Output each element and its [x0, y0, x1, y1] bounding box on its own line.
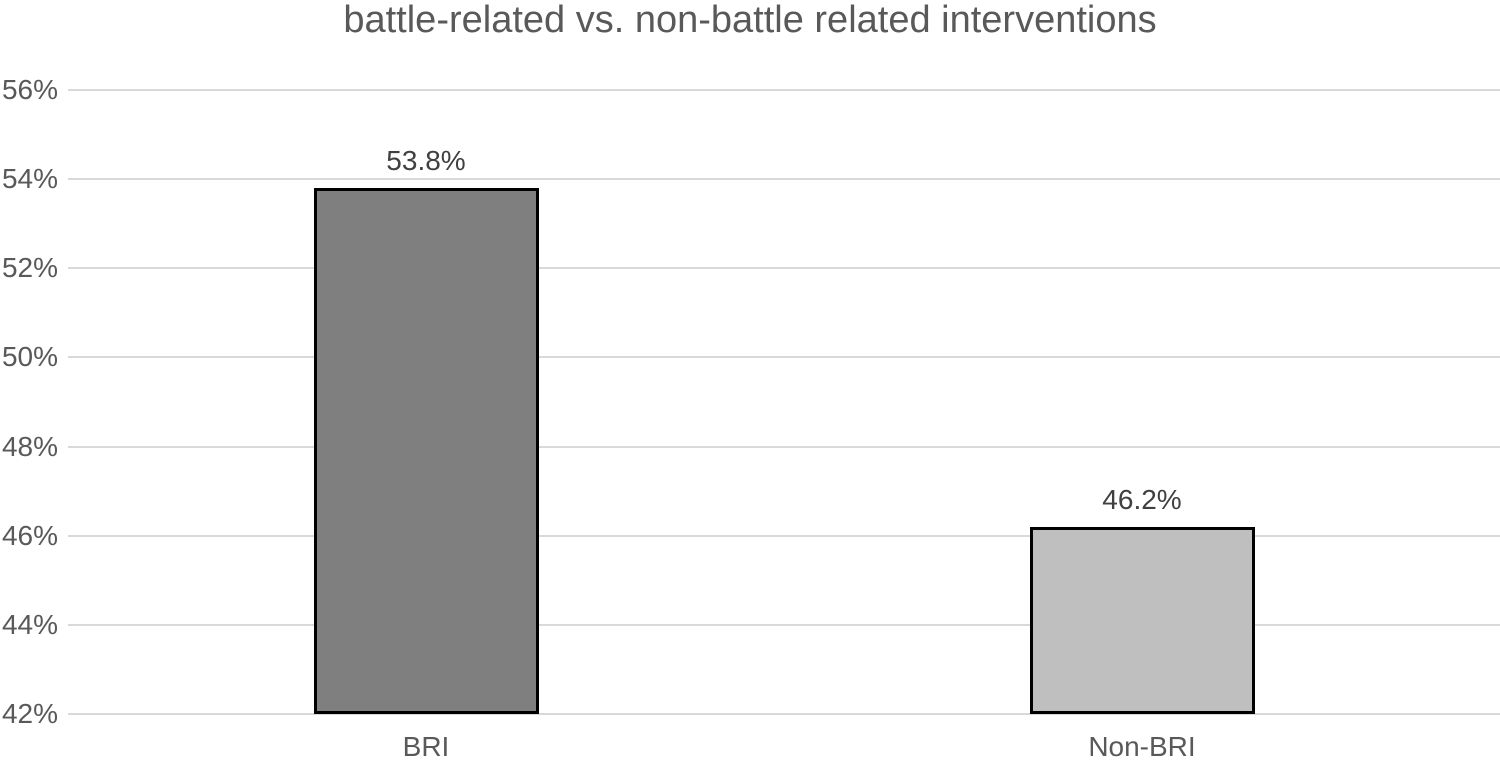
y-axis: 42% 44% 46% 48% 50% 52% 54% 56%	[0, 0, 58, 767]
y-tick-label: 50%	[1, 341, 58, 372]
gridline	[68, 624, 1500, 626]
chart-title: battle-related vs. non-battle related in…	[343, 0, 1157, 41]
y-tick-label: 48%	[1, 431, 58, 462]
plot-area: 53.8% 46.2%	[68, 89, 1500, 715]
y-tick-label: 56%	[1, 74, 58, 105]
y-tick-label: 44%	[1, 609, 58, 640]
gridline	[68, 178, 1500, 180]
x-tick-label-bri: BRI	[402, 731, 450, 762]
data-label-non-bri: 46.2%	[1102, 484, 1182, 515]
gridline	[68, 713, 1500, 715]
gridlines	[68, 89, 1500, 715]
y-tick-label: 42%	[1, 698, 58, 729]
gridline	[68, 89, 1500, 91]
y-tick-label: 46%	[1, 520, 58, 551]
gridline	[68, 356, 1500, 358]
x-tick-label-non-bri: Non-BRI	[1088, 731, 1196, 762]
gridline	[68, 446, 1500, 448]
x-axis: BRI Non-BRI	[68, 730, 1500, 764]
gridline	[68, 267, 1500, 269]
gridline	[68, 535, 1500, 537]
data-label-bri: 53.8%	[386, 145, 466, 176]
y-tick-label: 54%	[1, 163, 58, 194]
y-tick-label: 52%	[1, 252, 58, 283]
bar-bri	[314, 188, 539, 714]
bars-layer: 53.8% 46.2%	[68, 90, 1500, 714]
bar-non-bri	[1030, 527, 1255, 714]
